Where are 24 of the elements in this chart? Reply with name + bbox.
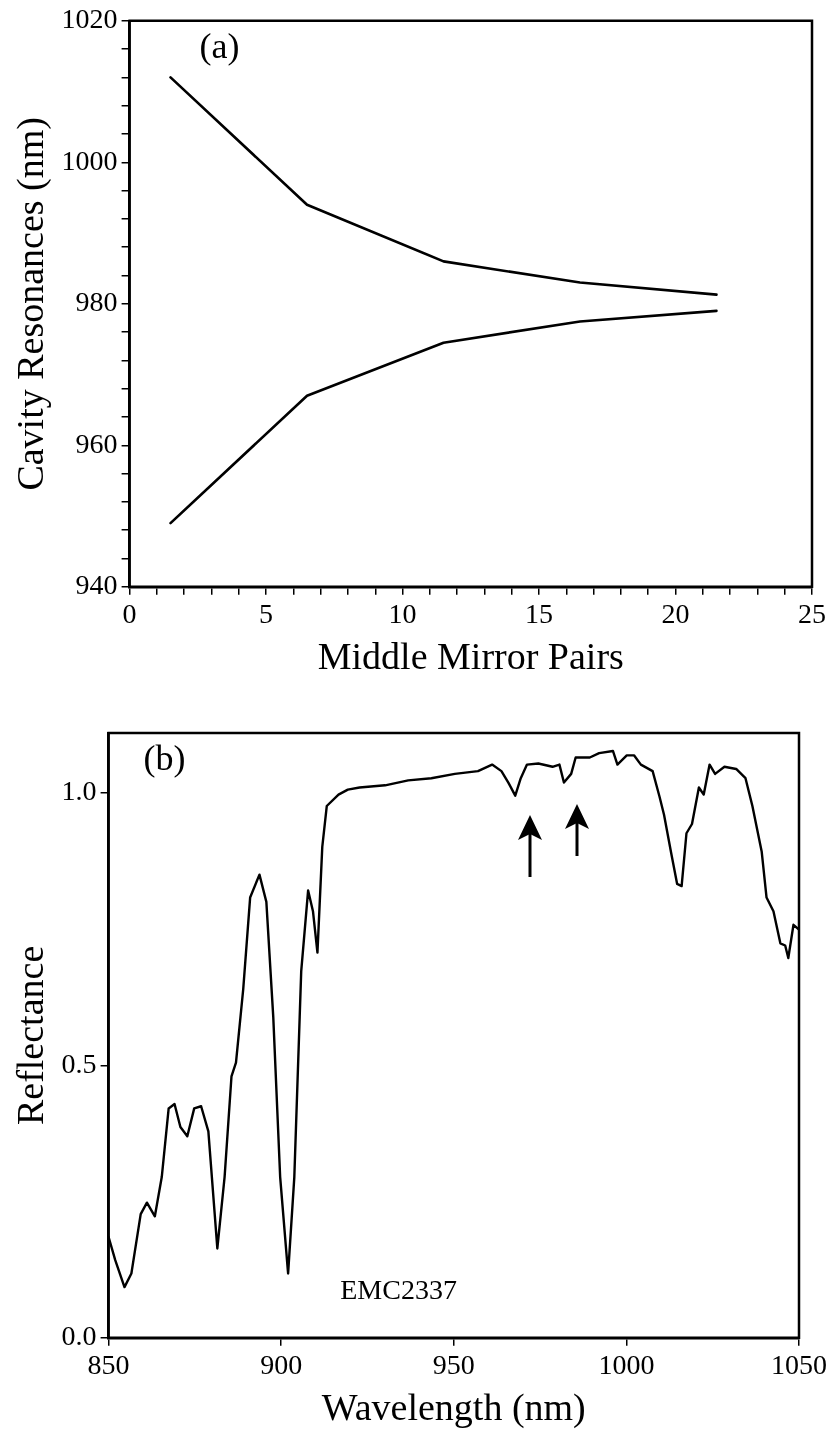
- x-tick-label: 20: [661, 597, 690, 629]
- x-tick-label: 950: [432, 1348, 475, 1380]
- y-tick-label: 1000: [61, 144, 118, 176]
- x-axis-title: Wavelength (nm): [321, 1386, 586, 1430]
- x-tick-label: 15: [525, 597, 554, 629]
- x-tick-label: 10: [388, 597, 417, 629]
- x-axis-title: Middle Mirror Pairs: [317, 635, 624, 678]
- x-tick-label: 1050: [771, 1348, 827, 1380]
- y-tick-label: 940: [75, 569, 118, 601]
- y-tick-label: 1.0: [61, 775, 97, 807]
- annotation: EMC2337: [340, 1274, 457, 1306]
- annotation: (a): [199, 26, 240, 67]
- annotation: (b): [143, 738, 186, 779]
- y-tick-label: 960: [75, 427, 118, 459]
- x-tick-label: 5: [259, 597, 274, 629]
- y-axis-title: Reflectance: [8, 945, 51, 1126]
- y-tick-label: 0.5: [61, 1047, 97, 1079]
- y-tick-label: 980: [75, 286, 118, 318]
- x-tick-label: 25: [798, 597, 826, 629]
- y-tick-label: 1020: [61, 3, 118, 35]
- x-tick-label: 0: [122, 597, 137, 629]
- y-axis-title: Cavity Resonances (nm): [8, 117, 52, 491]
- x-tick-label: 1000: [598, 1348, 655, 1380]
- x-tick-label: 900: [260, 1348, 303, 1380]
